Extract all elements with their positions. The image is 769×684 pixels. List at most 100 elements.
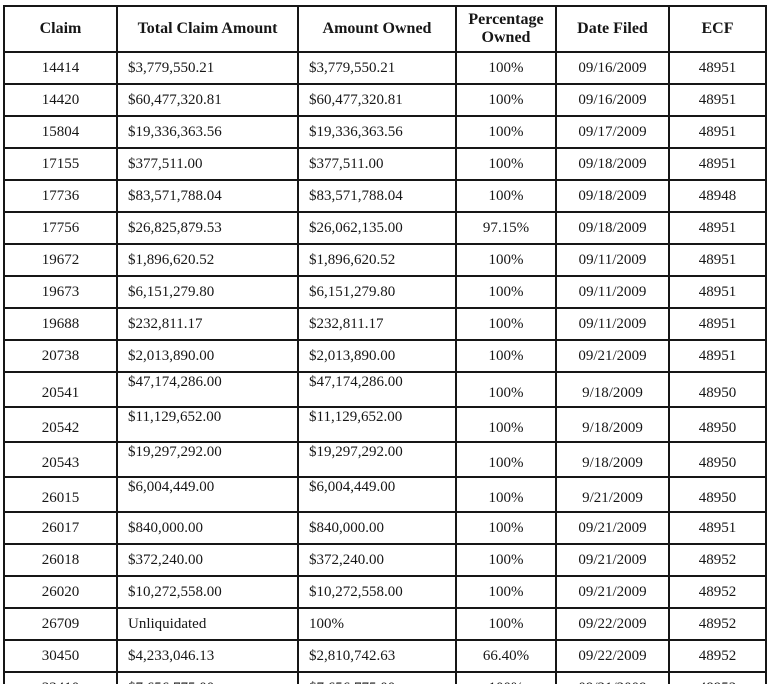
cell-ecf: 48950 [668, 371, 767, 408]
cell-ecf: 48950 [668, 476, 767, 513]
cell-percentage_owned: 100% [455, 179, 557, 213]
cell-ecf: 48951 [668, 511, 767, 545]
cell-total_claim_amount: $6,151,279.80 [116, 275, 299, 309]
table-row: 17756 $26,825,879.53 $26,062,135.00 97.15% 0… [3, 211, 767, 245]
cell-percentage_owned: 100% [455, 115, 557, 149]
cell-total_claim_amount: $47,174,286.00 [116, 371, 299, 408]
table-row: 17736 $83,571,788.04 $83,571,788.04 100% 09/… [3, 179, 767, 213]
cell-date_filed: 09/11/2009 [555, 275, 670, 309]
cell-amount_owned: $840,000.00 [297, 511, 457, 545]
cell-date_filed: 09/21/2009 [555, 671, 670, 684]
cell-ecf: 48951 [668, 243, 767, 277]
cell-total_claim_amount: $7,656,775.00 [116, 671, 299, 684]
cell-date_filed: 9/18/2009 [555, 406, 670, 443]
cell-total_claim_amount: $372,240.00 [116, 543, 299, 577]
cell-date_filed: 9/21/2009 [555, 476, 670, 513]
cell-claim: 19673 [3, 275, 118, 309]
cell-total_claim_amount: $2,013,890.00 [116, 339, 299, 373]
table-row: 17155 $377,511.00 $377,511.00 100% 09/18/200… [3, 147, 767, 181]
cell-date_filed: 09/18/2009 [555, 147, 670, 181]
cell-percentage_owned: 100% [455, 371, 557, 408]
cell-ecf: 48952 [668, 575, 767, 609]
cell-percentage_owned: 100% [455, 83, 557, 117]
cell-ecf: 48952 [668, 639, 767, 673]
cell-ecf: 48951 [668, 275, 767, 309]
table-row: 15804 $19,336,363.56 $19,336,363.56 100% 09/… [3, 115, 767, 149]
cell-date_filed: 09/18/2009 [555, 211, 670, 245]
claims-table: Claim Total Claim Amount Amount Owned Perce… [3, 5, 767, 684]
cell-total_claim_amount: $26,825,879.53 [116, 211, 299, 245]
cell-amount_owned: $377,511.00 [297, 147, 457, 181]
table-row: 14414 $3,779,550.21 $3,779,550.21 100% 09/16… [3, 51, 767, 85]
cell-total_claim_amount: $3,779,550.21 [116, 51, 299, 85]
table-body: 14414 $3,779,550.21 $3,779,550.21 100% 09/16… [3, 51, 767, 684]
cell-ecf: 48951 [668, 339, 767, 373]
cell-total_claim_amount: $19,297,292.00 [116, 441, 299, 478]
cell-percentage_owned: 100% [455, 307, 557, 341]
cell-ecf: 48952 [668, 671, 767, 684]
cell-claim: 15804 [3, 115, 118, 149]
cell-ecf: 48951 [668, 115, 767, 149]
cell-date_filed: 09/11/2009 [555, 307, 670, 341]
cell-ecf: 48952 [668, 607, 767, 641]
cell-amount_owned: $83,571,788.04 [297, 179, 457, 213]
cell-amount_owned: $11,129,652.00 [297, 406, 457, 443]
cell-ecf: 48951 [668, 211, 767, 245]
cell-amount_owned: $232,811.17 [297, 307, 457, 341]
cell-total_claim_amount: $11,129,652.00 [116, 406, 299, 443]
table-row: 20738 $2,013,890.00 $2,013,890.00 100% 09/21… [3, 339, 767, 373]
cell-date_filed: 09/21/2009 [555, 339, 670, 373]
cell-claim: 20542 [3, 406, 118, 443]
cell-claim: 33410 [3, 671, 118, 684]
cell-percentage_owned: 100% [455, 441, 557, 478]
cell-date_filed: 09/16/2009 [555, 51, 670, 85]
cell-amount_owned: $60,477,320.81 [297, 83, 457, 117]
cell-amount_owned: $1,896,620.52 [297, 243, 457, 277]
cell-date_filed: 09/21/2009 [555, 543, 670, 577]
cell-claim: 20543 [3, 441, 118, 478]
column-header-percentage_owned: Percentage Owned [455, 5, 557, 53]
cell-amount_owned: $47,174,286.00 [297, 371, 457, 408]
cell-claim: 20541 [3, 371, 118, 408]
cell-claim: 26015 [3, 476, 118, 513]
cell-amount_owned: $6,151,279.80 [297, 275, 457, 309]
table-row: 19673 $6,151,279.80 $6,151,279.80 100% 09/11… [3, 275, 767, 309]
table-row: 26015 $6,004,449.00 $6,004,449.00 100% 9/21/… [3, 476, 767, 513]
cell-total_claim_amount: Unliquidated [116, 607, 299, 641]
cell-percentage_owned: 100% [455, 406, 557, 443]
cell-claim: 26017 [3, 511, 118, 545]
cell-amount_owned: $19,336,363.56 [297, 115, 457, 149]
cell-ecf: 48948 [668, 179, 767, 213]
table-row: 14420 $60,477,320.81 $60,477,320.81 100% 09/… [3, 83, 767, 117]
cell-total_claim_amount: $10,272,558.00 [116, 575, 299, 609]
cell-amount_owned: $10,272,558.00 [297, 575, 457, 609]
cell-percentage_owned: 100% [455, 511, 557, 545]
cell-claim: 26018 [3, 543, 118, 577]
cell-percentage_owned: 100% [455, 543, 557, 577]
cell-ecf: 48950 [668, 441, 767, 478]
cell-amount_owned: $372,240.00 [297, 543, 457, 577]
cell-amount_owned: $2,013,890.00 [297, 339, 457, 373]
cell-percentage_owned: 100% [455, 275, 557, 309]
cell-claim: 26709 [3, 607, 118, 641]
cell-date_filed: 09/11/2009 [555, 243, 670, 277]
column-header-date_filed: Date Filed [555, 5, 670, 53]
cell-amount_owned: $26,062,135.00 [297, 211, 457, 245]
cell-date_filed: 9/18/2009 [555, 371, 670, 408]
cell-total_claim_amount: $840,000.00 [116, 511, 299, 545]
table-header: Claim Total Claim Amount Amount Owned Perce… [3, 5, 767, 53]
cell-date_filed: 09/17/2009 [555, 115, 670, 149]
cell-claim: 30450 [3, 639, 118, 673]
cell-percentage_owned: 100% [455, 476, 557, 513]
header-row: Claim Total Claim Amount Amount Owned Perce… [3, 5, 767, 53]
table-row: 20542 $11,129,652.00 $11,129,652.00 100% 9/1… [3, 406, 767, 443]
cell-amount_owned: $7,656,775.00 [297, 671, 457, 684]
cell-claim: 20738 [3, 339, 118, 373]
cell-ecf: 48950 [668, 406, 767, 443]
cell-total_claim_amount: $83,571,788.04 [116, 179, 299, 213]
column-header-claim: Claim [3, 5, 118, 53]
cell-total_claim_amount: $4,233,046.13 [116, 639, 299, 673]
cell-total_claim_amount: $19,336,363.56 [116, 115, 299, 149]
cell-ecf: 48952 [668, 543, 767, 577]
cell-percentage_owned: 100% [455, 51, 557, 85]
